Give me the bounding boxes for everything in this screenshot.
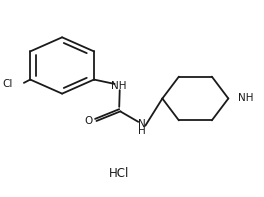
Text: NH: NH [238, 93, 253, 102]
Text: O: O [85, 116, 93, 126]
Text: H: H [138, 126, 146, 136]
Text: HCl: HCl [109, 167, 129, 180]
Text: Cl: Cl [2, 79, 12, 89]
Text: NH: NH [111, 81, 127, 91]
Text: N: N [138, 119, 146, 129]
